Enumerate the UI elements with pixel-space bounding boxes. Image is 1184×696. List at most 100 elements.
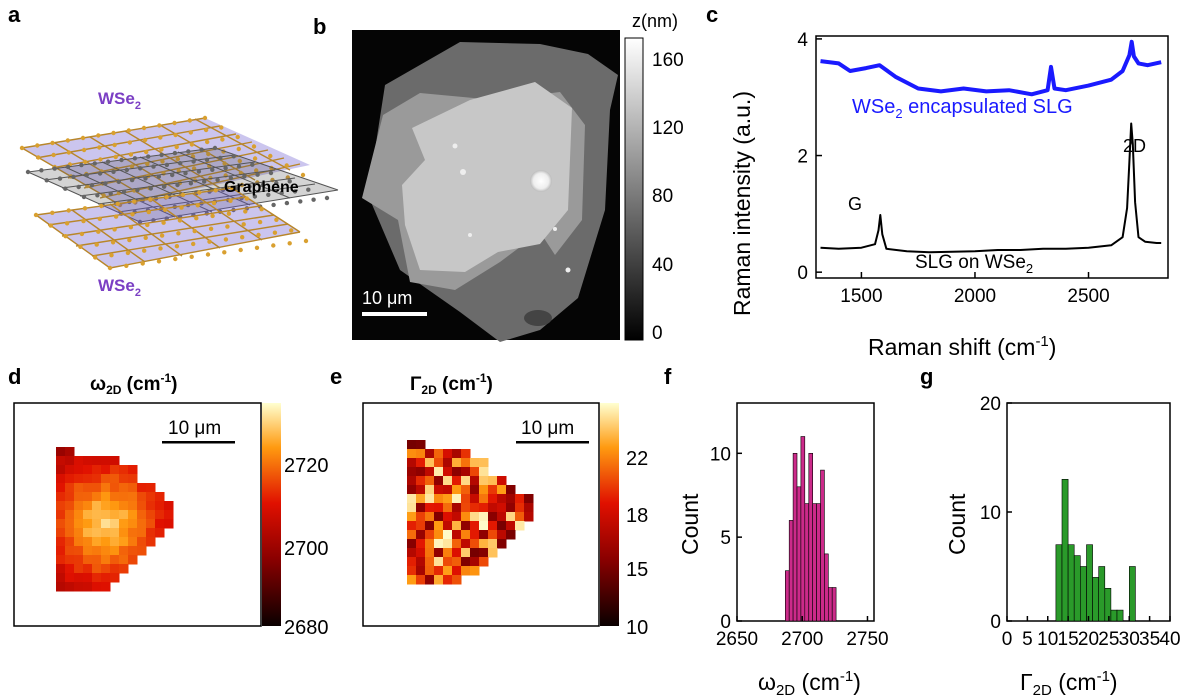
omega-map-pixel — [119, 501, 129, 511]
atom — [94, 242, 99, 247]
omega-map-pixel — [74, 528, 84, 538]
gamma-map-pixel — [452, 512, 462, 522]
atom — [36, 155, 41, 160]
gamma-map-pixel — [452, 557, 462, 567]
omega-hist-xtick-label: 2700 — [781, 629, 823, 650]
atom — [103, 181, 108, 186]
atom — [251, 144, 257, 149]
omega-map-pixel — [92, 492, 102, 502]
gamma-map-pixel — [479, 521, 489, 531]
afm-debris — [524, 310, 552, 326]
atom — [160, 159, 165, 164]
omega-map-pixel — [101, 483, 111, 493]
atom — [140, 261, 145, 266]
atom — [250, 162, 255, 167]
omega-map-pixel — [83, 519, 93, 529]
gamma-map-pixel — [461, 467, 471, 477]
atom — [145, 222, 150, 228]
omega-map-pixel — [119, 483, 129, 493]
omega-map-pixel — [56, 537, 66, 547]
atom — [129, 164, 135, 169]
gamma-map-pixel — [416, 449, 426, 459]
atom — [176, 231, 181, 236]
omega-map-pixel — [92, 546, 102, 556]
atom — [259, 207, 264, 212]
atom — [141, 125, 147, 131]
atom — [83, 159, 88, 165]
atom — [231, 154, 236, 159]
atom — [135, 187, 140, 193]
atom — [84, 173, 89, 178]
gamma-map-pixel — [497, 485, 507, 495]
gamma-map-pixel — [407, 449, 417, 459]
atom — [112, 142, 117, 148]
omega-map-pixel — [146, 492, 156, 502]
omega-map-pixel — [128, 537, 138, 547]
gamma-map-pixel — [488, 548, 498, 558]
gamma-colorbar — [600, 403, 619, 626]
gamma-map-pixel — [515, 494, 525, 504]
omega-map-pixel — [83, 582, 93, 592]
omega-map-pixel — [119, 474, 129, 484]
atom — [260, 182, 266, 187]
atom — [240, 235, 245, 240]
gamma-map-pixel — [488, 494, 498, 504]
atom — [257, 219, 263, 225]
atom — [228, 198, 233, 203]
gamma-cb-tick-22: 22 — [626, 448, 648, 470]
omega-map-title: ω2D (cm-1) — [90, 371, 177, 397]
atom — [127, 237, 132, 243]
atom — [79, 162, 84, 168]
omega-map-pixel — [155, 501, 165, 511]
atom — [191, 159, 196, 164]
atom — [175, 156, 180, 162]
atom — [274, 217, 279, 222]
omega-map-pixel — [164, 519, 174, 529]
gamma-map-pixel — [434, 476, 444, 486]
omega-map-pixel — [65, 510, 75, 520]
omega-map-pixel — [65, 582, 75, 592]
atom — [121, 189, 127, 195]
gamma-map-pixel — [461, 548, 471, 558]
omega-hist-xlabel: ω2D (cm-1) — [758, 668, 861, 696]
omega-map-pixel — [101, 555, 111, 565]
gamma-map-pixel — [524, 503, 534, 513]
atom — [252, 156, 258, 161]
gamma-map-pixel — [443, 530, 453, 540]
gamma-hist-xtick-label: 20 — [1078, 629, 1099, 650]
atom — [144, 149, 149, 155]
gamma-map-pixel — [497, 530, 507, 540]
gamma-map-pixel — [470, 485, 480, 495]
omega-map-pixel — [101, 582, 111, 592]
atom — [108, 191, 113, 196]
gamma-map-pixel — [479, 458, 489, 468]
omega-map-pixel — [128, 474, 138, 484]
atom — [237, 158, 242, 164]
atom — [289, 228, 294, 233]
atom — [219, 125, 224, 130]
omega-map-pixel — [83, 546, 93, 556]
gamma-hist-xlabel: Γ2D (cm-1) — [1020, 668, 1118, 696]
gamma-map-pixel — [452, 575, 462, 585]
omega-map-pixel — [83, 483, 93, 493]
atom — [71, 174, 76, 180]
atom — [81, 194, 87, 200]
atom — [255, 172, 260, 177]
atom — [210, 213, 215, 219]
atom — [204, 157, 210, 162]
omega-map-pixel — [155, 510, 165, 520]
atom — [125, 250, 131, 256]
gamma-map-pixel — [425, 476, 435, 486]
omega-hist-bar — [788, 520, 794, 622]
omega-map-pixel — [101, 456, 111, 466]
gamma-map-pixel — [452, 503, 462, 513]
omega-map-pixel — [137, 483, 147, 493]
gamma-map-pixel — [470, 548, 480, 558]
atom — [324, 195, 330, 201]
omega-map-pixel — [101, 528, 111, 538]
gamma-map-pixel — [425, 503, 435, 513]
afm-scalebar — [362, 312, 427, 316]
gamma-map-pixel — [407, 521, 417, 531]
atom — [66, 208, 71, 213]
omega-map-pixel — [137, 519, 147, 529]
